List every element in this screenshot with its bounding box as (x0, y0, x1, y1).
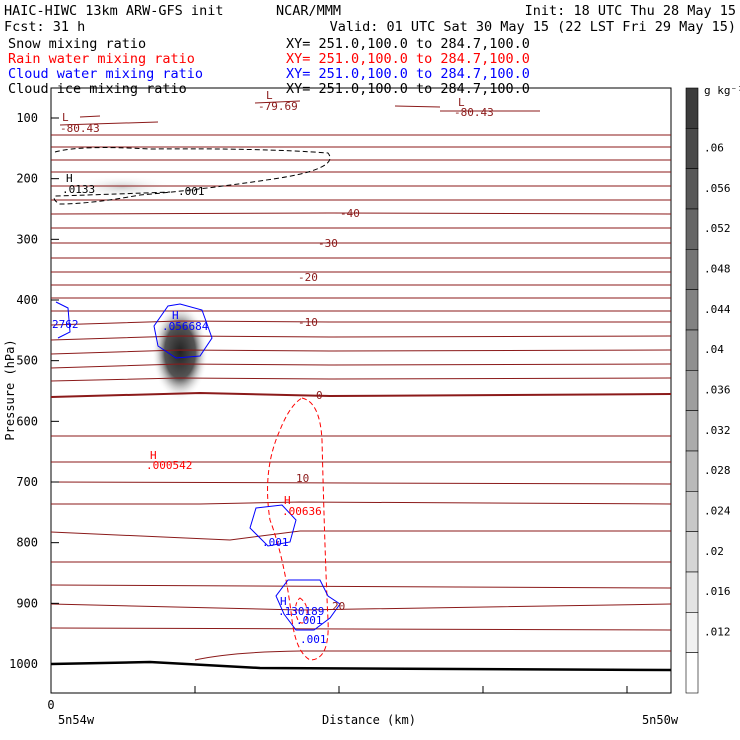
ice-contour-label: .001 (178, 185, 205, 198)
ice-high-value: .0133 (62, 183, 95, 196)
y-tick-label-100: 100 (16, 111, 38, 125)
y-tick-label-300: 300 (16, 232, 38, 246)
x-right-label: 5n50w (642, 713, 679, 727)
low-mid-marker: L (266, 89, 273, 102)
field-name-cloud-water: Cloud water mixing ratio (8, 66, 203, 82)
rain-contour (267, 397, 329, 661)
temp-label: -10 (298, 316, 318, 329)
header-fcst: Fcst: 31 h (4, 19, 85, 35)
header-title: HAIC-HIWC 13km ARW-GFS init (4, 3, 223, 19)
field-xy-cloud-ice: XY= 251.0,100.0 to 284.7,100.0 (286, 81, 530, 97)
temperature-labels: -40 -30 -20 -10 0 10 20 (296, 207, 360, 613)
colorbar-bin (685, 128, 699, 169)
field-xy-cloud-water: XY= 251.0,100.0 to 284.7,100.0 (286, 66, 530, 82)
rain-high-mid-marker: H (284, 494, 291, 507)
cw-high-marker: H (172, 309, 179, 322)
colorbar-bin (685, 249, 699, 290)
temperature-contours (50, 100, 672, 661)
colorbar-bin (685, 491, 699, 532)
colorbar-tick: .04 (704, 343, 724, 356)
rain-high-mid-value: .00636 (282, 505, 322, 518)
field-name-snow: Snow mixing ratio (8, 36, 146, 52)
header-org: NCAR/MMM (276, 3, 341, 19)
colorbar-tick: .036 (704, 384, 731, 397)
colorbar-bin (685, 450, 699, 492)
temp-label: 20 (332, 600, 345, 613)
colorbar-tick: .024 (704, 505, 731, 518)
cloud-water-contours (55, 301, 341, 631)
plot-frame (50, 87, 672, 694)
colorbar-bin (685, 329, 699, 371)
field-xy-rain: XY= 251.0,100.0 to 284.7,100.0 (286, 51, 530, 67)
y-tick-label-900: 900 (16, 596, 38, 610)
field-name-cloud-ice: Cloud ice mixing ratio (8, 81, 187, 97)
y-tick-label-200: 200 (16, 172, 38, 186)
low-left-marker: L (62, 111, 69, 124)
rain-contour-inner (295, 597, 308, 624)
colorbar-tick: .056 (704, 182, 731, 195)
colorbar-tick: .02 (704, 545, 724, 558)
colorbar-tick: .012 (704, 626, 731, 639)
colorbar-bin (685, 208, 699, 250)
cw-left-value: 2762 (52, 318, 79, 331)
colorbar-tick: .016 (704, 585, 731, 598)
y-tick-label-600: 600 (16, 414, 38, 428)
colorbar-bin (685, 410, 699, 452)
temp-label: 0 (316, 389, 323, 402)
field-xy-snow: XY= 251.0,100.0 to 284.7,100.0 (286, 36, 530, 52)
low-cloud-value: .130189 (278, 605, 324, 618)
colorbar-tick: .028 (704, 464, 731, 477)
colorbar-bin (685, 652, 699, 694)
y-tick-label-800: 800 (16, 536, 38, 550)
y-axis: 100 200 300 400 500 600 700 800 900 1000 (9, 111, 59, 671)
temp-label: -40 (340, 207, 360, 220)
low-cloud-contour-1: .001 (296, 614, 323, 627)
rain-high-left-value: .000542 (146, 459, 192, 472)
field-name-rain: Rain water mixing ratio (8, 51, 195, 67)
y-axis-label: Pressure (hPa) (3, 339, 17, 440)
colorbar-bin (685, 289, 699, 331)
colorbar-tick: .044 (704, 303, 731, 316)
cw-mid-contour-label: .001 (262, 536, 289, 549)
zero-isotherm (50, 391, 672, 398)
ice-high-marker: H (66, 172, 73, 185)
low-left-value: -80.43 (60, 122, 100, 135)
header-valid: Valid: 01 UTC Sat 30 May 15 (22 LST Fri … (330, 19, 736, 35)
cloud-water-shading (152, 304, 208, 400)
colorbar-bin (685, 531, 699, 573)
colorbar-tick: .052 (704, 222, 731, 235)
colorbar-bin (685, 571, 699, 613)
cw-high-value: .056684 (162, 320, 209, 333)
low-cloud-contour-2: .001 (300, 633, 327, 646)
low-mid-value: -79.69 (258, 100, 298, 113)
low-right-marker: L (458, 96, 465, 109)
x-axis (50, 686, 628, 693)
temp-label: -30 (318, 237, 338, 250)
colorbar-bin (685, 87, 699, 129)
x-origin-label: 0 (47, 698, 54, 712)
colorbar-tick: .06 (704, 142, 724, 155)
colorbar-tick: .048 (704, 263, 731, 276)
snow-contour (53, 147, 331, 205)
colorbar-bin (685, 612, 699, 653)
colorbar-tick: .032 (704, 424, 731, 437)
temp-label: -20 (298, 271, 318, 284)
x-left-label: 5n54w (58, 713, 95, 727)
header-init: Init: 18 UTC Thu 28 May 15 (525, 3, 736, 19)
colorbar: .06 .056 .052 .048 .044 .04 .036 .032 .028 .024 .0… (685, 87, 731, 694)
low-right-value: -80.43 (454, 106, 494, 119)
x-axis-label: Distance (km) (322, 713, 416, 727)
terrain-line (50, 660, 672, 672)
colorbar-bin (685, 370, 699, 411)
y-tick-label-1000: 1000 (9, 657, 38, 671)
temp-label: 10 (296, 472, 309, 485)
colorbar-bin (685, 168, 699, 210)
y-tick-label-500: 500 (16, 354, 38, 368)
low-cloud-high-marker: H (280, 595, 287, 608)
y-tick-label-700: 700 (16, 475, 38, 489)
colorbar-unit: g kg⁻¹ (704, 84, 740, 97)
y-tick-label-400: 400 (16, 293, 38, 307)
rain-high-left-marker: H (150, 449, 157, 462)
